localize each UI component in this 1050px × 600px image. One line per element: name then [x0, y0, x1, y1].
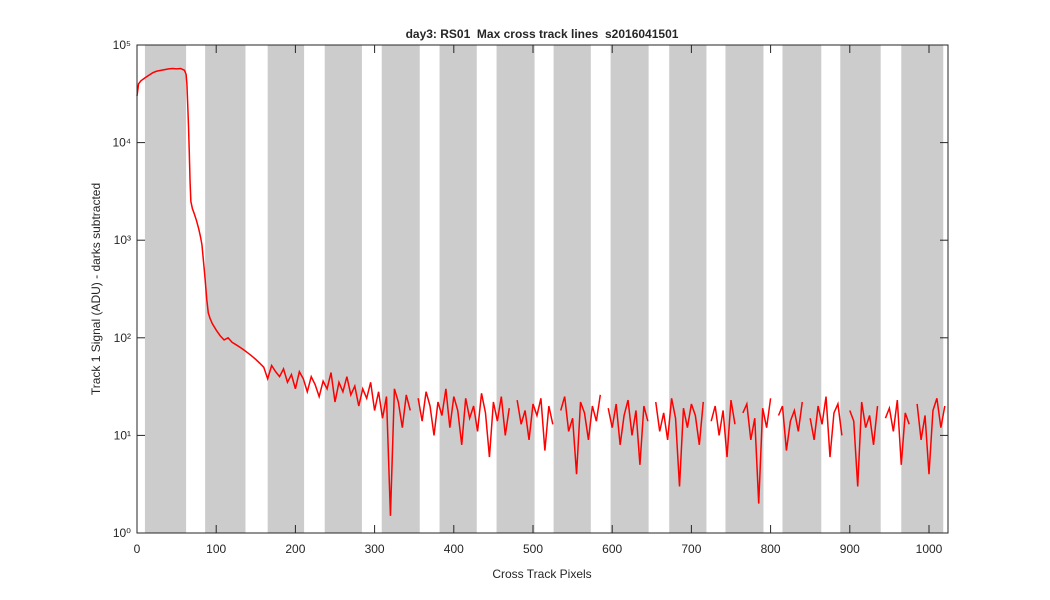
y-tick-label: 10⁴	[112, 136, 131, 150]
axes-box	[136, 44, 949, 534]
shaded-band	[144, 45, 187, 533]
x-tick-label: 300	[365, 542, 385, 556]
shaded-band	[324, 45, 362, 533]
shaded-band	[553, 45, 591, 533]
x-tick-label: 1000	[916, 542, 943, 556]
x-tick-label: 500	[523, 542, 543, 556]
shaded-band	[782, 45, 822, 533]
y-tick-label: 10²	[114, 331, 131, 345]
x-tick-label: 200	[285, 542, 305, 556]
x-tick-label: 900	[840, 542, 860, 556]
x-tick-label: 600	[602, 542, 622, 556]
x-tick-label: 800	[761, 542, 781, 556]
shaded-band	[381, 45, 420, 533]
shaded-band	[205, 45, 246, 533]
shaded-band	[610, 45, 649, 533]
shaded-band	[267, 45, 305, 533]
x-tick-label: 400	[444, 542, 464, 556]
plot-area	[137, 45, 948, 533]
x-axis-label: Cross Track Pixels	[492, 567, 591, 581]
shaded-band	[725, 45, 764, 533]
y-axis-label: Track 1 Signal (ADU) - darks subtracted	[89, 183, 103, 395]
data-line	[136, 67, 946, 516]
y-tick-label: 10¹	[114, 428, 131, 442]
shaded-band	[840, 45, 881, 533]
x-tick-label: 0	[134, 542, 141, 556]
shaded-band	[901, 45, 944, 533]
shaded-band	[439, 45, 477, 533]
x-tick-label: 700	[681, 542, 701, 556]
chart-title: day3: RS01 Max cross track lines s201604…	[406, 27, 679, 41]
y-tick-label: 10³	[114, 233, 131, 247]
y-tick-label: 10⁰	[113, 526, 131, 540]
shaded-band	[496, 45, 535, 533]
y-tick-label: 10⁵	[113, 38, 131, 52]
x-tick-label: 100	[206, 542, 226, 556]
shaded-band	[669, 45, 707, 533]
